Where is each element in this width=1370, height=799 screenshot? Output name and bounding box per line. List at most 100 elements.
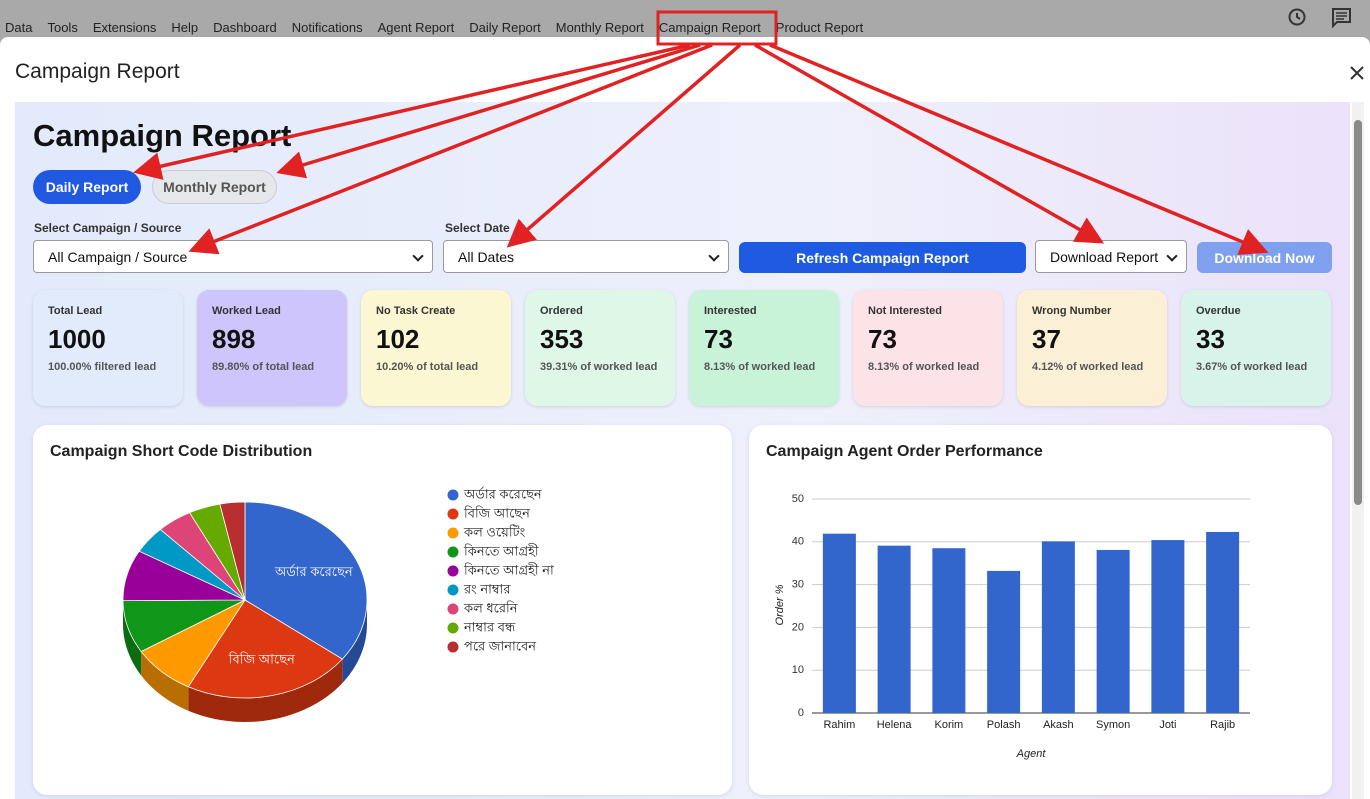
menu-item[interactable]: Data bbox=[5, 20, 33, 35]
stat-card: Interested 73 8.13% of worked lead bbox=[689, 290, 839, 406]
legend-swatch bbox=[447, 508, 459, 520]
card-value: 37 bbox=[1032, 324, 1061, 354]
x-tick-label: Rahim bbox=[823, 719, 855, 731]
card-label: Ordered bbox=[540, 305, 583, 317]
legend-label: অর্ডার করেছেন bbox=[463, 486, 542, 501]
card-note: 89.80% of total lead bbox=[212, 361, 315, 373]
card-note: 4.12% of worked lead bbox=[1032, 361, 1144, 373]
x-tick-label: Symon bbox=[1096, 719, 1130, 731]
scrollbar bbox=[1352, 102, 1364, 799]
slice bbox=[219, 501, 246, 601]
legend-swatch bbox=[447, 527, 459, 539]
scroll-thumb[interactable] bbox=[1354, 120, 1362, 505]
legend-label: কিনতে আগ্রহী bbox=[463, 543, 539, 558]
x-tick-label: Joti bbox=[1159, 719, 1176, 731]
toolbar-icons bbox=[1288, 8, 1351, 28]
card-note: 100.00% filtered lead bbox=[48, 361, 157, 373]
card-note: 10.20% of total lead bbox=[376, 361, 479, 373]
y-axis-label: Order % bbox=[774, 584, 786, 625]
stat-card: Total Lead 1000 100.00% filtered lead bbox=[33, 290, 183, 406]
card-value: 898 bbox=[212, 324, 256, 354]
menu-item[interactable]: Notifications bbox=[291, 20, 363, 35]
card-label: Interested bbox=[704, 305, 757, 317]
legend-swatch bbox=[447, 584, 459, 596]
tab[interactable]: Daily Report bbox=[33, 170, 141, 204]
bar bbox=[1041, 541, 1075, 713]
menu-item[interactable]: Agent Report bbox=[377, 20, 455, 35]
legend-label: কল ধরেনি bbox=[463, 600, 518, 615]
y-tick-label: 10 bbox=[792, 664, 804, 676]
bar bbox=[1096, 549, 1130, 713]
x-tick-label: Polash bbox=[987, 719, 1021, 731]
slice-side bbox=[188, 659, 343, 722]
card-value: 1000 bbox=[48, 324, 106, 354]
field-label: Select Campaign / Source bbox=[34, 221, 182, 235]
slice-side bbox=[141, 651, 189, 711]
menu-item[interactable]: Daily Report bbox=[469, 20, 541, 35]
card-value: 73 bbox=[704, 324, 733, 354]
legend-label: নাম্বার বন্ধ bbox=[463, 619, 516, 634]
card-value: 33 bbox=[1196, 324, 1225, 354]
legend-label: কল ওয়েটিং bbox=[463, 524, 526, 539]
slice bbox=[244, 501, 368, 660]
x-tick-label: Helena bbox=[877, 719, 913, 731]
bar bbox=[987, 570, 1021, 713]
card-label: Overdue bbox=[1196, 305, 1241, 317]
x-axis-label: Agent bbox=[1016, 748, 1047, 760]
dialog-title: Campaign Report bbox=[15, 60, 180, 83]
history-icon[interactable] bbox=[1288, 8, 1306, 26]
x-tick-label: Akash bbox=[1043, 719, 1074, 731]
menu-item[interactable]: Dashboard bbox=[213, 20, 277, 35]
y-tick-label: 0 bbox=[798, 707, 804, 719]
menu-item[interactable]: Product Report bbox=[775, 20, 864, 35]
card-value: 353 bbox=[540, 324, 584, 354]
chart-title: Campaign Short Code Distribution bbox=[50, 443, 312, 460]
stat-card: Ordered 353 39.31% of worked lead bbox=[525, 290, 675, 406]
card-note: 8.13% of worked lead bbox=[868, 361, 980, 373]
card-label: Worked Lead bbox=[212, 305, 281, 317]
card-label: Not Interested bbox=[868, 305, 942, 317]
stat-card: Not Interested 73 8.13% of worked lead bbox=[853, 290, 1003, 406]
bar bbox=[1151, 540, 1185, 713]
card-note: 39.31% of worked lead bbox=[540, 361, 658, 373]
legend-swatch bbox=[447, 622, 459, 634]
chart-title: Campaign Agent Order Performance bbox=[766, 443, 1043, 460]
bar bbox=[877, 545, 911, 713]
menu-item[interactable]: Monthly Report bbox=[555, 20, 644, 35]
legend-swatch bbox=[447, 603, 459, 615]
card-note: 3.67% of worked lead bbox=[1196, 361, 1308, 373]
legend-label: বিজি আছেন bbox=[463, 505, 530, 520]
legend-swatch bbox=[447, 641, 459, 653]
card-label: Wrong Number bbox=[1032, 305, 1112, 317]
legend-swatch bbox=[447, 489, 459, 501]
stat-card: Overdue 33 3.67% of worked lead bbox=[1181, 290, 1331, 406]
y-tick-label: 30 bbox=[792, 579, 804, 591]
menu-item[interactable]: Tools bbox=[47, 20, 78, 35]
stat-card: No Task Create 102 10.20% of total lead bbox=[361, 290, 511, 406]
x-tick-label: Korim bbox=[935, 719, 964, 731]
slice-label: বিজি আছেন bbox=[228, 652, 295, 667]
x-tick-label: Rajib bbox=[1210, 719, 1235, 731]
slice-label: অর্ডার করেছেন bbox=[274, 564, 353, 579]
legend-swatch bbox=[447, 546, 459, 558]
y-tick-label: 20 bbox=[792, 621, 804, 633]
card-value: 73 bbox=[868, 324, 897, 354]
bar bbox=[822, 533, 856, 713]
legend-label: রং নাম্বার bbox=[463, 581, 511, 596]
slice-side bbox=[342, 600, 367, 684]
card-value: 102 bbox=[376, 324, 420, 354]
menu-item[interactable]: Help bbox=[171, 20, 199, 35]
comment-icon[interactable] bbox=[1332, 8, 1351, 28]
bar bbox=[932, 548, 966, 713]
menu-item[interactable]: Extensions bbox=[92, 20, 157, 35]
stat-card: Wrong Number 37 4.12% of worked lead bbox=[1017, 290, 1167, 406]
stat-card: Worked Lead 898 89.80% of total lead bbox=[197, 290, 347, 406]
legend-label: পরে জানাবেন bbox=[464, 638, 536, 653]
card-note: 8.13% of worked lead bbox=[704, 361, 816, 373]
card-label: No Task Create bbox=[376, 305, 456, 317]
close-button[interactable] bbox=[1350, 66, 1364, 80]
card-label: Total Lead bbox=[48, 305, 103, 317]
legend-label: কিনতে আগ্রহী না bbox=[463, 562, 554, 577]
